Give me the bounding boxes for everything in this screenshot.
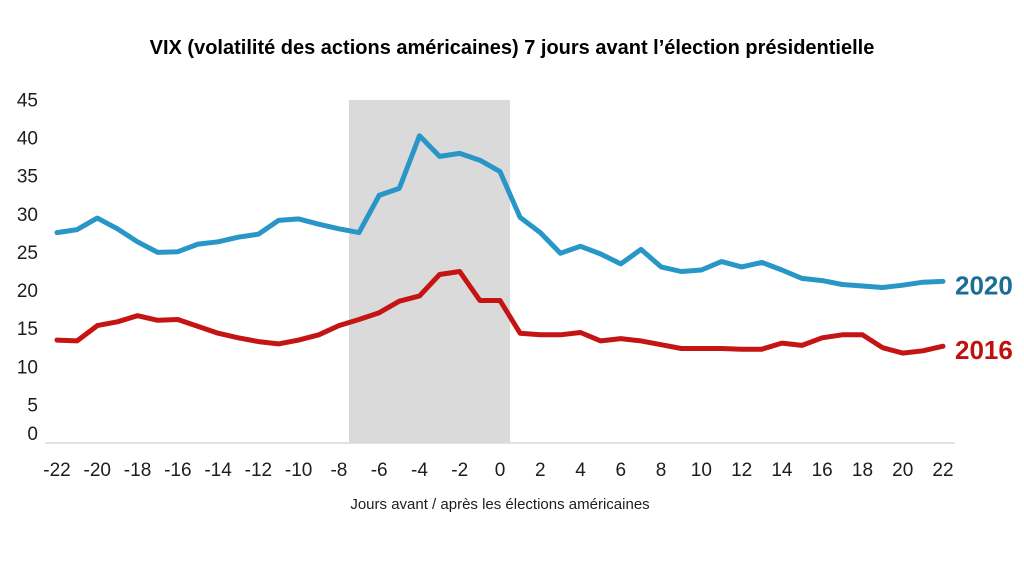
x-tick-label: 20	[892, 460, 913, 481]
x-tick-label: 10	[691, 460, 712, 481]
y-tick-label: 10	[17, 357, 38, 378]
x-tick-label: -22	[43, 460, 70, 481]
series-label-2016: 2016	[955, 335, 1013, 365]
y-tick-label: 20	[17, 281, 38, 302]
x-tick-label: -10	[285, 460, 312, 481]
x-tick-label: -2	[451, 460, 468, 481]
x-tick-label: 18	[852, 460, 873, 481]
x-tick-label: 0	[495, 460, 506, 481]
x-tick-label: 22	[932, 460, 953, 481]
x-tick-label: 4	[575, 460, 586, 481]
y-tick-label: 0	[27, 424, 38, 445]
x-tick-label: -8	[330, 460, 347, 481]
x-tick-label: -18	[124, 460, 151, 481]
x-tick-label: -12	[245, 460, 272, 481]
x-tick-label: 2	[535, 460, 546, 481]
x-tick-label: 14	[771, 460, 793, 481]
x-tick-label: 12	[731, 460, 752, 481]
x-tick-label: -16	[164, 460, 191, 481]
y-tick-label: 45	[17, 91, 38, 112]
x-tick-label: 6	[616, 460, 627, 481]
y-axis-tick-labels: 0 5 10 15 20 25 30 35 40 45	[17, 91, 38, 446]
x-tick-label: -4	[411, 460, 428, 481]
y-tick-label: 40	[17, 129, 38, 150]
line-2020	[54, 133, 946, 290]
y-tick-label: 35	[17, 167, 38, 188]
x-tick-label: -20	[84, 460, 111, 481]
x-axis-title: Jours avant / après les élections améric…	[350, 496, 649, 513]
chart-title: VIX (volatilité des actions américaines)…	[149, 37, 875, 59]
x-tick-label: -6	[371, 460, 388, 481]
x-axis-tick-labels: -22 -20 -18 -16 -14 -12 -10 -8 -6 -4 -2 0 2 4 6 8 10 12 14…	[43, 460, 953, 481]
y-tick-label: 5	[27, 395, 38, 416]
pre-election-shaded-band	[348, 100, 511, 443]
x-tick-label: 8	[656, 460, 667, 481]
y-tick-label: 30	[17, 205, 38, 226]
series-label-2020: 2020	[955, 270, 1013, 300]
x-tick-label: -14	[204, 460, 232, 481]
y-tick-label: 15	[17, 319, 38, 340]
y-tick-label: 25	[17, 243, 38, 264]
line-2016	[54, 269, 946, 356]
x-tick-label: 16	[812, 460, 833, 481]
